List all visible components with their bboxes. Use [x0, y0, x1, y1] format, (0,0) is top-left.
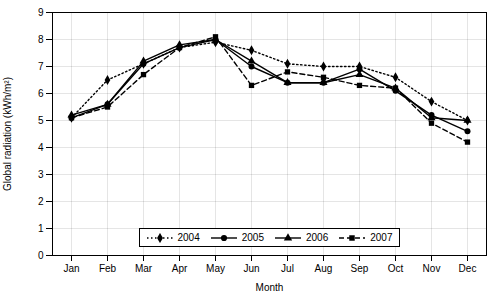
svg-text:Apr: Apr	[172, 263, 188, 274]
svg-text:8: 8	[38, 34, 44, 45]
svg-text:Sep: Sep	[351, 263, 369, 274]
svg-text:Dec: Dec	[459, 263, 477, 274]
svg-text:Oct: Oct	[388, 263, 404, 274]
svg-text:Month: Month	[256, 282, 284, 293]
svg-text:6: 6	[38, 88, 44, 99]
svg-text:Global radiation (kWh/m²): Global radiation (kWh/m²)	[2, 77, 13, 191]
svg-text:5: 5	[38, 115, 44, 126]
svg-text:3: 3	[38, 169, 44, 180]
svg-text:Mar: Mar	[135, 263, 153, 274]
svg-text:Aug: Aug	[315, 263, 333, 274]
html-text:2004: 2004	[177, 232, 200, 243]
svg-text:Feb: Feb	[99, 263, 117, 274]
svg-text:Jun: Jun	[243, 263, 259, 274]
svg-text:2: 2	[38, 196, 44, 207]
svg-text:7: 7	[38, 61, 44, 72]
svg-text:Jul: Jul	[281, 263, 294, 274]
svg-text:4: 4	[38, 142, 44, 153]
svg-text:1: 1	[38, 223, 44, 234]
svg-text:Nov: Nov	[423, 263, 441, 274]
html-text:2006: 2006	[306, 232, 329, 243]
html-text:2005: 2005	[241, 232, 264, 243]
svg-text:Jan: Jan	[63, 263, 79, 274]
html-text:2007: 2007	[370, 232, 393, 243]
svg-text:9: 9	[38, 7, 44, 18]
svg-text:0: 0	[38, 250, 44, 261]
svg-text:May: May	[206, 263, 225, 274]
